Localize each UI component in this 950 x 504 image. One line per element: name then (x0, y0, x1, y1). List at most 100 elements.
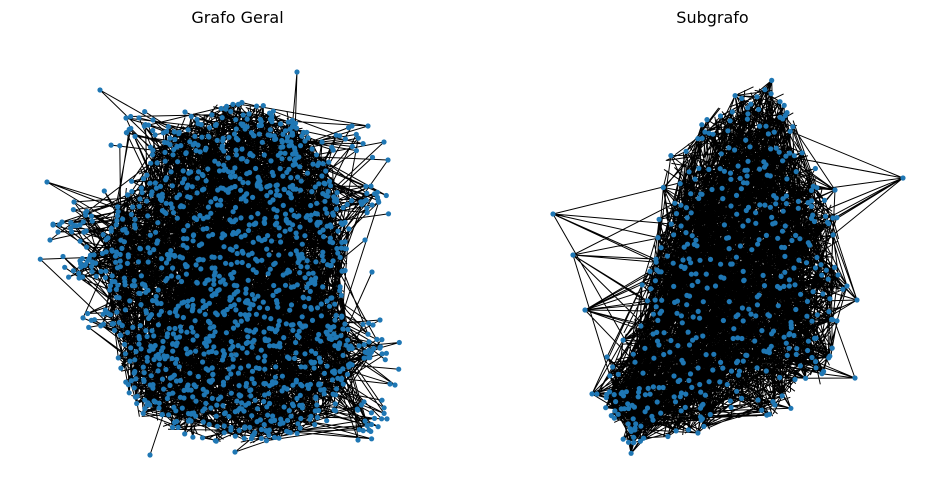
graph-node (653, 259, 659, 265)
graph-node (222, 410, 228, 416)
graph-node (302, 364, 308, 370)
graph-node (318, 387, 324, 393)
graph-node (194, 175, 201, 181)
graph-node (166, 256, 172, 262)
graph-node (709, 186, 715, 193)
graph-node (205, 204, 211, 210)
graph-node (219, 115, 225, 121)
graph-node (170, 341, 176, 347)
graph-node (151, 247, 157, 253)
graph-node (243, 198, 249, 204)
graph-node (361, 355, 367, 361)
graph-node (208, 405, 214, 411)
graph-node (287, 126, 293, 132)
graph-node (281, 335, 287, 341)
graph-node (661, 351, 667, 358)
graph-node (243, 290, 249, 296)
graph-node (792, 282, 798, 288)
graph-node (145, 245, 151, 251)
graph-node (297, 425, 303, 431)
graph-node (279, 373, 285, 379)
graph-node (793, 306, 799, 313)
graph-node (234, 398, 240, 404)
graph-node (176, 334, 183, 340)
graph-node (683, 391, 689, 397)
graph-node (570, 252, 576, 258)
graph-node (671, 394, 677, 400)
graph-node (307, 288, 313, 294)
graph-node (717, 113, 724, 119)
graph-node (171, 419, 178, 426)
graph-node (349, 198, 355, 204)
graph-node (779, 228, 786, 234)
graph-node (300, 295, 307, 301)
graph-node (147, 144, 154, 150)
graph-node (170, 210, 177, 216)
graph-node (777, 99, 783, 105)
graph-node (781, 283, 787, 289)
graph-node (159, 411, 165, 418)
graph-node (302, 275, 308, 281)
graph-node (164, 395, 170, 402)
graph-node (98, 268, 104, 274)
graph-node (766, 411, 772, 417)
graph-node (256, 131, 262, 137)
graph-node (136, 333, 142, 340)
graph-node (689, 384, 695, 390)
graph-node (188, 169, 194, 175)
graph-node (152, 342, 158, 349)
graph-node (778, 273, 784, 279)
graph-node (213, 438, 219, 444)
graph-node (239, 259, 245, 266)
graph-node (791, 153, 797, 159)
graph-node (249, 433, 255, 439)
general-graph-canvas (37, 69, 402, 458)
graph-node (297, 320, 303, 327)
graph-node (759, 407, 765, 413)
graph-node (230, 356, 236, 362)
graph-node (93, 273, 99, 279)
graph-node (685, 329, 691, 335)
graph-node (673, 211, 680, 217)
graph-node (268, 238, 275, 244)
graph-node (810, 289, 816, 295)
graph-node (193, 262, 199, 268)
graph-node (375, 197, 381, 204)
graph-node (180, 314, 186, 321)
graph-node (258, 122, 264, 128)
graph-node (153, 185, 159, 191)
graph-node (717, 379, 723, 385)
graph-node (144, 172, 150, 178)
graph-node (699, 122, 705, 128)
graph-node (307, 416, 313, 422)
graph-node (116, 320, 122, 326)
graph-node (384, 416, 390, 422)
graph-node (189, 296, 196, 303)
graph-node (727, 118, 733, 124)
graph-node (327, 235, 333, 241)
graph-node (197, 149, 203, 155)
graph-node (335, 345, 341, 351)
graph-node (211, 344, 217, 350)
graph-node (194, 116, 200, 122)
graph-node (170, 331, 176, 337)
graph-node (762, 202, 768, 208)
graph-node (695, 365, 701, 371)
graph-node (687, 371, 694, 377)
graph-node (298, 178, 304, 184)
graph-node (788, 405, 794, 411)
graph-node (824, 219, 830, 225)
graph-node (268, 158, 274, 164)
graph-node (229, 169, 236, 175)
graph-node (710, 367, 716, 373)
graph-node (686, 377, 692, 384)
graph-node (199, 435, 206, 441)
graph-node (650, 417, 656, 423)
graph-node (650, 384, 656, 390)
graph-node (303, 214, 309, 220)
graph-node (302, 138, 308, 144)
graph-node (142, 406, 148, 412)
graph-node (262, 216, 268, 222)
graph-node (101, 188, 107, 194)
graph-node (783, 201, 789, 207)
